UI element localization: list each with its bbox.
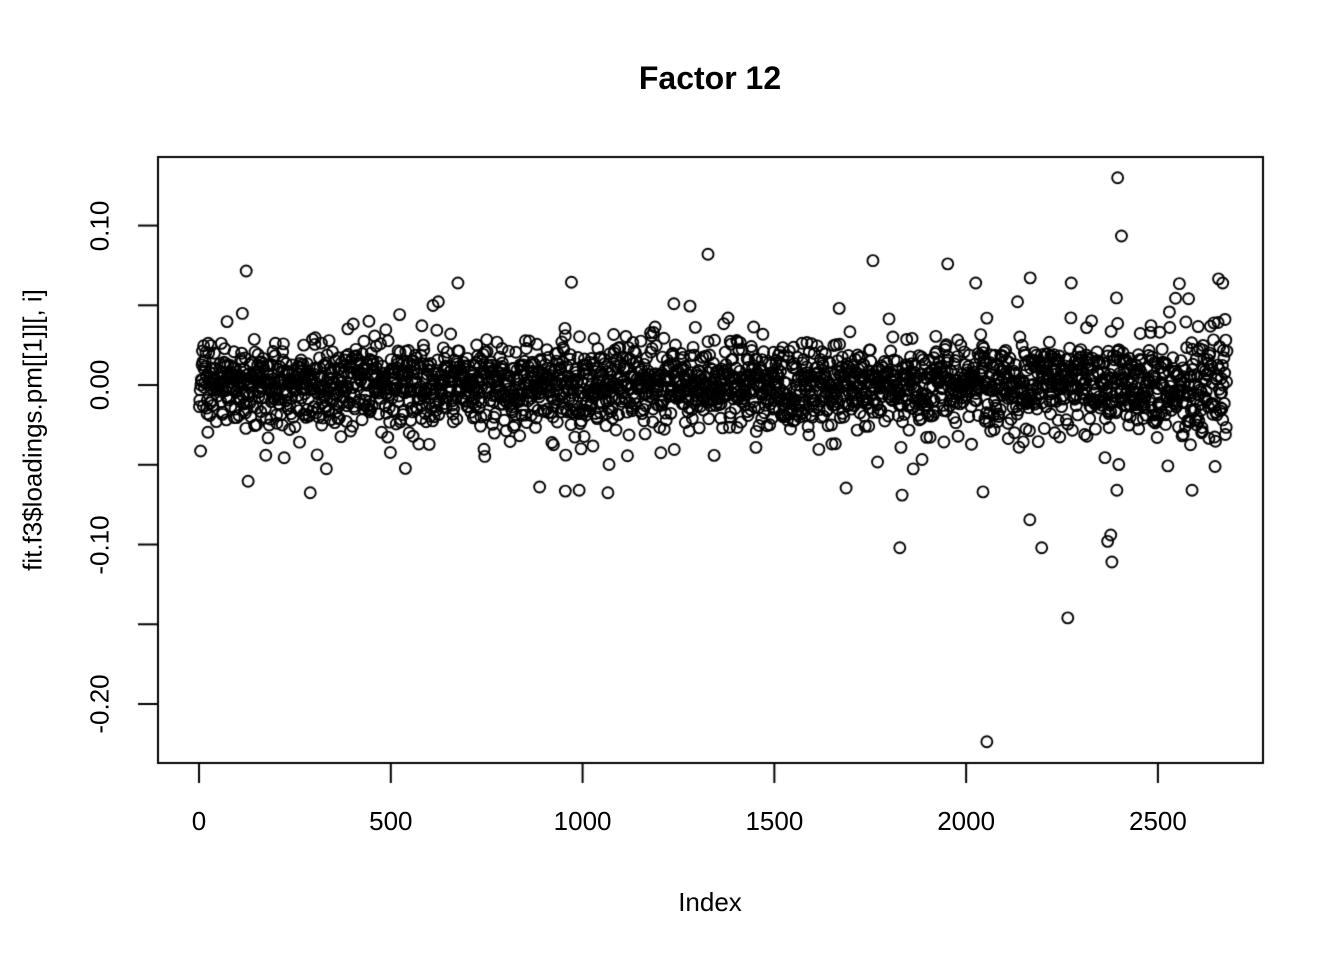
x-tick-label: 500 [369, 806, 413, 836]
y-tick-label: 0.00 [84, 359, 115, 411]
x-tick-label: 0 [191, 806, 207, 836]
x-tick-label: 2000 [937, 806, 996, 836]
x-tick-label: 1000 [553, 806, 612, 836]
y-tick-label: -0.10 [84, 514, 115, 575]
x-tick-label: 2500 [1128, 806, 1187, 836]
x-axis-title: Index [678, 887, 742, 917]
x-tick-label: 1500 [745, 806, 804, 836]
y-tick-label: -0.20 [84, 674, 115, 734]
y-tick-label: 0.10 [84, 200, 115, 251]
